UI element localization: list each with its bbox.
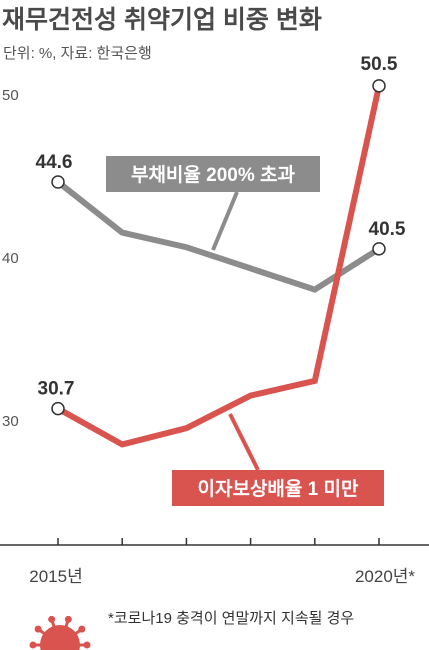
virus-icon	[29, 615, 91, 650]
callout-connector	[211, 191, 239, 251]
y-tick-label: 30	[2, 413, 19, 430]
legend-label: 부채비율 200% 초과	[131, 164, 296, 186]
data-point	[51, 175, 65, 189]
point-labels: 44.6 40.5 30.7 50.5	[36, 54, 406, 400]
callout-connector	[228, 413, 260, 471]
callout-connectors	[211, 191, 260, 471]
series-layer	[51, 79, 386, 448]
data-label: 40.5	[369, 219, 406, 240]
y-axis-ticks: 30 40 50	[2, 87, 19, 430]
data-point	[372, 242, 386, 256]
legend-box	[106, 156, 320, 192]
footnote: *코로나19 충격이 연말까지 지속될 경우	[108, 610, 354, 627]
legend-box	[172, 470, 384, 506]
chart-title: 재무건전성 취약기업 비중 변화	[2, 6, 322, 34]
data-point	[51, 401, 65, 416]
unit-note: 단위: %, 자료: 한국은행	[3, 45, 152, 62]
data-label: 50.5	[361, 54, 398, 75]
virus-spike-tip	[48, 615, 56, 623]
data-label: 44.6	[36, 152, 73, 173]
virus-spike-tip	[64, 615, 72, 623]
y-tick-label: 50	[2, 87, 19, 104]
series-line-0	[56, 179, 381, 293]
virus-spike-tip	[78, 625, 86, 633]
series-line-1	[56, 85, 382, 448]
legend-label: 이자보상배율 1 미만	[198, 478, 359, 500]
virus-spike-tip	[34, 625, 42, 633]
data-label: 30.7	[38, 379, 75, 400]
x-tick-label: 2020년*	[355, 567, 415, 586]
x-axis: 2015년 2020년*	[0, 538, 429, 586]
virus-spike-tip	[83, 641, 91, 649]
x-tick-label: 2015년	[29, 567, 82, 586]
virus-spike-tip	[29, 641, 37, 649]
data-point	[372, 79, 386, 93]
y-tick-label: 40	[2, 250, 19, 267]
